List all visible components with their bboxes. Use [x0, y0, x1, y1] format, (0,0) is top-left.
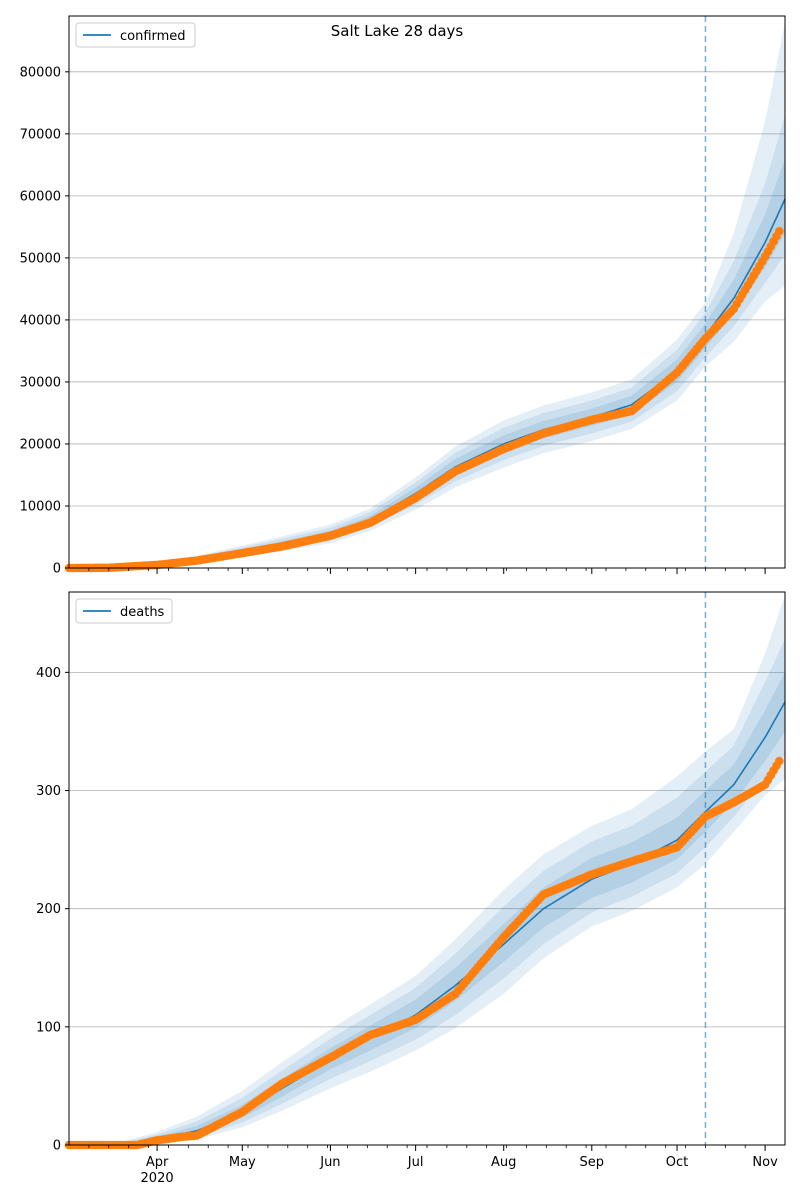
y-tick-label: 40000 — [20, 313, 61, 328]
legend-box — [75, 598, 173, 624]
y-tick-label: 80000 — [20, 65, 61, 80]
y-tick-label: 200 — [36, 902, 61, 917]
uncertainty-band-outer — [69, 595, 785, 1145]
x-tick-label: Oct — [666, 1155, 688, 1170]
y-tick-label: 400 — [36, 666, 61, 681]
y-tick-label: 70000 — [20, 127, 61, 142]
legend: confirmed — [75, 22, 196, 48]
legend-label: deaths — [120, 605, 165, 620]
x-tick-label: Apr — [146, 1155, 169, 1170]
confirmed-panel: 0 10000 20000 30000 40000 50000 60000 70000 8000… — [20, 15, 786, 577]
deaths-panel: 0 100 200 300 400 Apr May Jun Jul Aug Sep Oct Nov 202… — [36, 591, 786, 1186]
observed-point — [775, 226, 784, 236]
x-tick-label: Sep — [580, 1155, 605, 1170]
uncertainty-band-mid — [69, 639, 785, 1145]
x-tick-label: Aug — [491, 1155, 516, 1170]
y-tick-label: 0 — [53, 1139, 61, 1154]
y-tick-label: 30000 — [20, 375, 61, 390]
uncertainty-band-inner — [69, 158, 785, 568]
y-tick-label: 50000 — [20, 251, 61, 266]
legend-box — [75, 22, 196, 48]
uncertainty-band-outer — [69, 22, 785, 568]
y-tick-label: 20000 — [20, 437, 61, 452]
x-tick-label: Jul — [407, 1155, 424, 1170]
figure-title: Salt Lake 28 days — [331, 22, 464, 40]
x-tick-label: May — [229, 1155, 256, 1170]
model-median-line — [69, 701, 786, 1146]
y-tick-label: 60000 — [20, 189, 61, 204]
x-tick-label: Jun — [319, 1155, 340, 1170]
legend: deaths — [75, 598, 173, 624]
observed-point — [775, 756, 784, 766]
y-tick-label: 300 — [36, 784, 61, 799]
x-year-label: 2020 — [141, 1171, 174, 1186]
y-tick-label: 100 — [36, 1020, 61, 1035]
y-tick-label: 10000 — [20, 499, 61, 514]
x-tick-label: Nov — [752, 1155, 778, 1170]
uncertainty-band-mid — [69, 115, 785, 568]
legend-label: confirmed — [120, 29, 186, 44]
y-tick-label: 0 — [53, 562, 61, 577]
